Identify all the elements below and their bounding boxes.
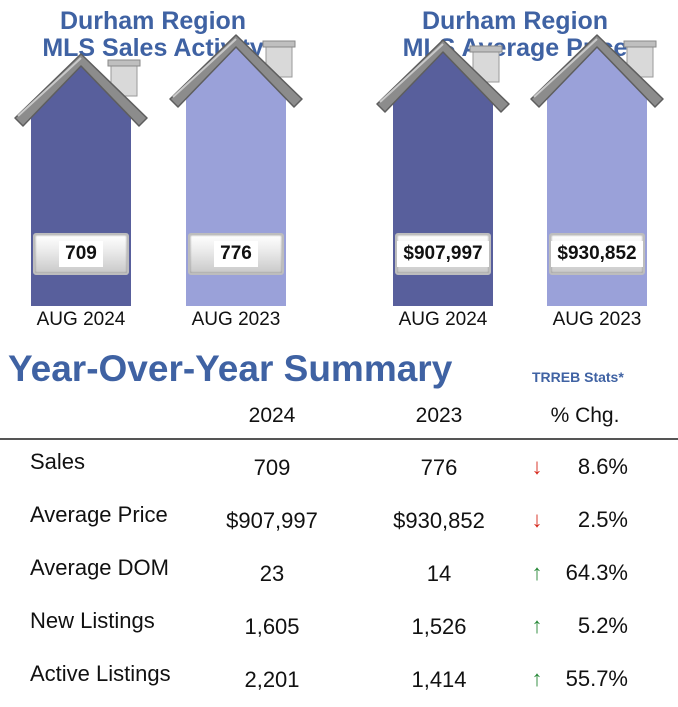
source-label: TRREB Stats* — [532, 369, 624, 385]
row-label: Active Listings — [30, 661, 171, 686]
value-text: $907,997 — [397, 241, 489, 267]
percent-change: 2.5% — [577, 507, 628, 532]
percent-change: 64.3% — [565, 560, 628, 585]
up-arrow-icon: ↑ — [531, 666, 543, 691]
sales-value-label-0: 709 — [33, 233, 129, 275]
column-header-2024: 2024 — [248, 404, 296, 427]
value-2023: 776 — [420, 455, 458, 480]
value-2023: 1,526 — [411, 614, 467, 639]
value-2023: 1,414 — [411, 667, 467, 692]
value-2024: 2,201 — [244, 667, 300, 692]
percent-change: 55.7% — [565, 666, 628, 691]
column-header-change: % Chg. — [550, 404, 620, 427]
value-text: 776 — [214, 241, 258, 267]
sales-value-label-1: 776 — [188, 233, 284, 275]
row-label: New Listings — [30, 608, 155, 633]
value-text: 709 — [59, 241, 103, 267]
price-category-label-1: AUG 2023 — [552, 309, 642, 330]
value-2023: 14 — [426, 561, 452, 586]
up-arrow-icon: ↑ — [531, 560, 543, 585]
value-text: $930,852 — [551, 241, 643, 267]
row-label: Average Price — [30, 502, 168, 527]
row-label: Sales — [30, 449, 86, 474]
sales-category-label-0: AUG 2024 — [36, 309, 126, 330]
sales-category-label-1: AUG 2023 — [191, 309, 281, 330]
percent-change: 8.6% — [577, 454, 628, 479]
percent-change: 5.2% — [577, 613, 628, 638]
down-arrow-icon: ↓ — [531, 454, 543, 479]
price-category-label-0: AUG 2024 — [398, 309, 488, 330]
header-rule — [0, 438, 678, 440]
up-arrow-icon: ↑ — [531, 613, 543, 638]
value-2024: 709 — [253, 455, 291, 480]
down-arrow-icon: ↓ — [531, 507, 543, 532]
value-2024: 1,605 — [244, 614, 300, 639]
column-header-2023: 2023 — [415, 404, 463, 427]
price-value-label-0: $907,997 — [395, 233, 491, 275]
value-2024: $907,997 — [226, 508, 318, 533]
price-chart-title-line1: Durham Region — [421, 7, 609, 35]
value-2023: $930,852 — [393, 508, 485, 533]
summary-title: Year-Over-Year Summary — [8, 348, 453, 389]
value-2024: 23 — [259, 561, 285, 586]
row-label: Average DOM — [30, 555, 169, 580]
sales-chart-title-line1: Durham Region — [59, 7, 247, 35]
price-value-label-1: $930,852 — [549, 233, 645, 275]
